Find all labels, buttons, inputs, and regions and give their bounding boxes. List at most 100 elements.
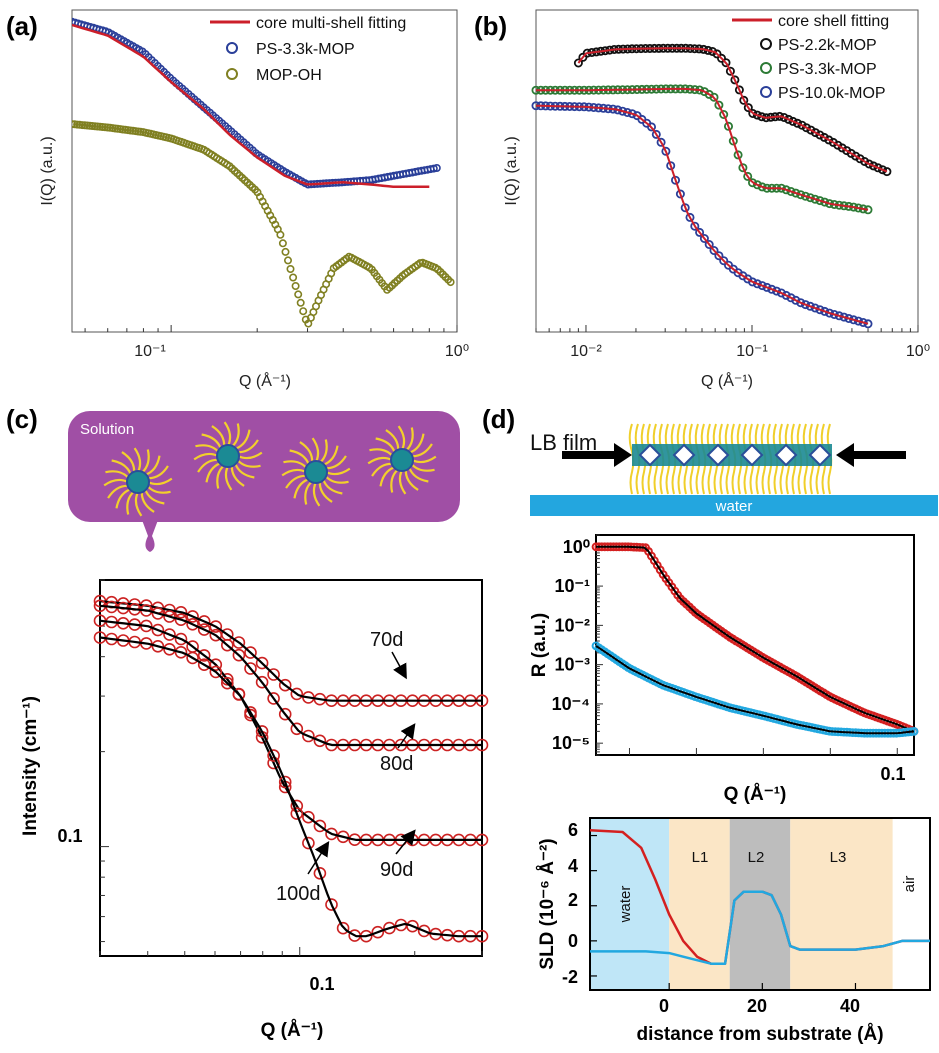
series-100d-point-18 [302, 836, 315, 850]
compression-arrow-right [836, 443, 906, 467]
annotation-100d: 100d [276, 883, 321, 905]
series-90d-point-18 [302, 810, 315, 824]
series-70d-point-9 [197, 615, 211, 628]
y-axis-label-d: R (a.u.) [529, 613, 550, 677]
panel-d-sld: water L1 L2 L3 air 6 4 2 0 -2 0 20 40 di… [537, 817, 931, 1045]
series-ps-3.3k-mop-point-119 [432, 164, 441, 173]
micelle-core [304, 460, 328, 484]
series-ps-2.2k-mop-point-38 [743, 103, 753, 113]
panel-label-b: (b) [474, 11, 507, 41]
series-ps-10.0k-mop-point-34 [695, 227, 705, 237]
plot-frame-sld [589, 817, 931, 991]
series-mop-oh-point-91 [299, 307, 308, 316]
series-100d-point-19 [313, 866, 327, 880]
series-100d-point-15 [267, 749, 280, 762]
series-ps-3.3k-mop-point-37 [709, 92, 719, 102]
series-ps-10.0k-mop-point-53 [786, 293, 796, 303]
x-axis-label-c: Q (Å⁻¹) [261, 1020, 324, 1041]
plot-frame-c [99, 579, 483, 957]
series-ps-10.0k-mop-point-55 [796, 298, 806, 308]
y-tick-d-2: 10⁻² [554, 615, 590, 635]
region-l3 [790, 818, 893, 990]
series-ps-2.2k-mop-point-54 [815, 130, 825, 140]
series-70d-point-16 [278, 678, 292, 692]
sld-profile-blue [590, 890, 930, 965]
panel-label-c: (c) [6, 404, 38, 434]
series-90d [93, 614, 489, 847]
series-ps-2.2k-mop-point-56 [824, 135, 834, 145]
series-red-reflectivity-fit [596, 545, 915, 733]
series-ps-3.3k-mop-point-44 [743, 171, 753, 181]
series-70d-point-12 [232, 636, 246, 649]
series-mop-oh-point-85 [283, 256, 292, 265]
series-100d-point-17 [290, 807, 304, 820]
series-ps-3.3k-mop-point-46 [752, 180, 762, 190]
series-100d-point-12 [232, 688, 246, 701]
series-ps-3.3k-mop-point-55 [796, 190, 806, 200]
series-100d-fit [99, 636, 482, 938]
y-axis-label-c: Intensity (cm⁻¹) [20, 696, 41, 836]
panel-d-reflectivity: 10⁰ 10⁻¹ 10⁻² 10⁻³ 10⁻⁴ 10⁻⁵ 0.1 Q (Å⁻¹) R (a… [529, 534, 919, 805]
series-ps-3.3k-mop-point-42 [733, 150, 743, 160]
series-ps-10.0k-mop-point-36 [704, 239, 714, 249]
series-ps-2.2k-mop-point-55 [819, 132, 829, 142]
y-tick-sld-2: 2 [568, 890, 578, 910]
series-ps-3.3k-mop [531, 84, 873, 215]
annotation-80d: 80d [380, 753, 413, 775]
series-mop-oh-point-90 [296, 298, 305, 307]
series-100d-point-13 [244, 706, 257, 719]
series-ps-2.2k-mop-point-39 [748, 109, 758, 119]
series-100d-point-11 [221, 676, 234, 690]
series-ps-10.0k-mop-point-45 [748, 277, 758, 287]
series-ps-3.3k-mop-point-57 [805, 193, 815, 203]
arrow-70d [391, 651, 407, 680]
series-ps-10.0k-mop-point-46 [752, 279, 762, 289]
series-100d-point-16 [278, 775, 292, 789]
series-mop-oh [72, 120, 455, 328]
legend-marker-b-2 [760, 62, 772, 74]
series-90d-point-7 [174, 632, 188, 646]
series-ps-2.2k-mop-point-34 [725, 66, 735, 76]
series-ps-3.3k-mop-point-41 [728, 136, 738, 146]
series-ps-10.0k-mop-point-59 [815, 305, 825, 315]
series-ps-3.3k-mop-point-53 [786, 186, 796, 196]
series-90d-point-21 [336, 830, 350, 844]
series-ps-2.2k-mop-point-35 [730, 75, 740, 85]
series-ps-2.2k-mop-point-51 [801, 123, 811, 133]
series-90d-point-9 [197, 649, 211, 662]
series-ps-3.3k-mop-point-59 [815, 196, 825, 206]
series-80d-point-15 [267, 692, 280, 705]
panel-b: 10⁻² 10⁻¹ 10⁰ Q (Å⁻¹) I(Q) (a.u.) core s… [503, 9, 930, 390]
x-tick-sld-0: 0 [659, 996, 669, 1016]
series-ps-3.3k-mop-point-40 [724, 121, 734, 131]
arrow-90d [395, 829, 416, 855]
solution-label: Solution [80, 421, 134, 438]
series-ps-10.0k-mop-point-29 [671, 175, 681, 185]
x-axis-label-sld: distance from substrate (Å) [636, 1024, 883, 1045]
y-tick-sld-0: 6 [568, 820, 578, 840]
film-mop-layer [632, 444, 832, 466]
legend-marker-a-1 [226, 42, 238, 54]
series-ps-10.0k-mop-point-26 [656, 137, 666, 147]
series-90d-point-20 [325, 827, 338, 841]
solution-schematic: Solution [68, 411, 460, 552]
y-tick-d-3: 10⁻³ [554, 655, 590, 675]
series-ps-2.2k-mop-point-49 [793, 118, 803, 128]
series-70d-point-10 [209, 620, 223, 633]
x-tick-b-2: 10⁰ [906, 343, 930, 360]
series-ps-2.2k-mop-point-69 [882, 167, 892, 177]
series-80d-point-16 [278, 707, 292, 721]
series-ps-2.2k-mop-point-52 [806, 125, 816, 135]
y-tick-sld-4: -2 [562, 967, 578, 987]
legend-entry-a-0: core multi-shell fitting [256, 15, 406, 32]
series-100d-point-6 [163, 642, 176, 656]
x-tick-sld-2: 40 [840, 996, 860, 1016]
series-ps-2.2k-mop-point-67 [873, 163, 883, 173]
series-ps-3.3k-mop-point-43 [738, 163, 748, 173]
plot-frame-a [71, 9, 458, 333]
series-ps-2.2k-mop-point-68 [878, 165, 888, 175]
series-100d-point-27 [406, 919, 419, 933]
region-label-l2: L2 [748, 849, 765, 866]
series-ps-10.0k-mop-fit [535, 104, 869, 325]
plot-frame-b [535, 9, 919, 333]
